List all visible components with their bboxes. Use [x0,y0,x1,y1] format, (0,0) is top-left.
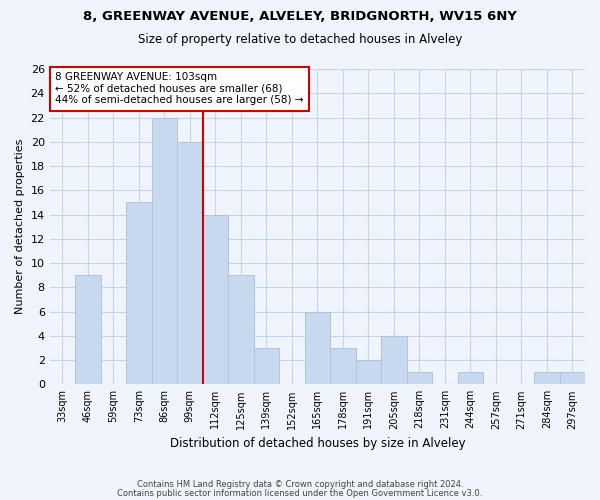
Bar [381,336,407,384]
Text: Size of property relative to detached houses in Alveley: Size of property relative to detached ho… [138,32,462,46]
X-axis label: Distribution of detached houses by size in Alveley: Distribution of detached houses by size … [170,437,465,450]
Bar [305,312,330,384]
Bar [458,372,483,384]
Text: Contains HM Land Registry data © Crown copyright and database right 2024.: Contains HM Land Registry data © Crown c… [137,480,463,489]
Bar [254,348,279,385]
Y-axis label: Number of detached properties: Number of detached properties [15,139,25,314]
Bar [203,214,228,384]
Bar [126,202,152,384]
Bar [228,275,254,384]
Bar [534,372,560,384]
Bar [330,348,356,385]
Bar [560,372,585,384]
Bar [407,372,432,384]
Bar [152,118,177,384]
Text: 8, GREENWAY AVENUE, ALVELEY, BRIDGNORTH, WV15 6NY: 8, GREENWAY AVENUE, ALVELEY, BRIDGNORTH,… [83,10,517,23]
Text: Contains public sector information licensed under the Open Government Licence v3: Contains public sector information licen… [118,488,482,498]
Text: 8 GREENWAY AVENUE: 103sqm
← 52% of detached houses are smaller (68)
44% of semi-: 8 GREENWAY AVENUE: 103sqm ← 52% of detac… [55,72,304,106]
Bar [356,360,381,384]
Bar [75,275,101,384]
Bar [177,142,203,384]
